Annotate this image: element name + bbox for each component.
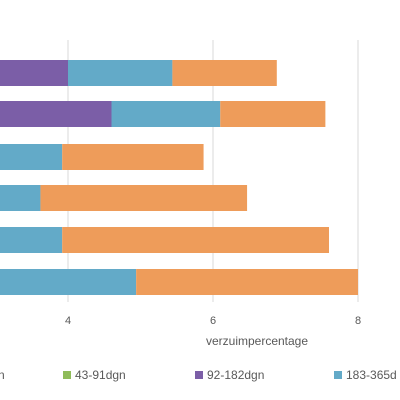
x-tick-label-4: 4: [65, 315, 71, 327]
bar-row2-series2: [0, 101, 112, 127]
x-tick-label-6: 6: [210, 315, 216, 327]
bar-row3-series4: [62, 144, 204, 170]
bar-row2-series3: [111, 101, 221, 127]
legend-label-43-91: 43-91dgn: [75, 368, 126, 382]
bar-row1-series3: [68, 60, 173, 86]
bar-row5-series4: [62, 227, 329, 253]
bar-row6-series3: [0, 269, 137, 295]
x-tick-label-8: 8: [355, 315, 361, 327]
bar-row1-series2: [0, 60, 68, 86]
bar-row1-series4: [172, 60, 277, 86]
legend: n 43-91dgn 92-182dgn 183-365d: [0, 368, 397, 382]
bars: [0, 60, 358, 295]
legend-label-92-182: 92-182dgn: [207, 368, 264, 382]
legend-label-183-365: 183-365d: [346, 368, 397, 382]
bar-row5-series3: [0, 227, 63, 253]
x-axis-title: verzuimpercentage: [206, 334, 308, 348]
bar-row6-series4: [136, 269, 358, 295]
legend-swatch-43-91: [63, 371, 71, 379]
legend-swatch-92-182: [195, 371, 203, 379]
legend-label-partial: n: [0, 368, 5, 382]
bar-row4-series4: [40, 185, 248, 211]
legend-swatch-183-365: [334, 371, 342, 379]
bar-row3-series3: [0, 144, 63, 170]
x-tick-labels: 4 6 8: [65, 315, 361, 327]
bar-row4-series3: [0, 185, 41, 211]
bar-row2-series4: [220, 101, 326, 127]
